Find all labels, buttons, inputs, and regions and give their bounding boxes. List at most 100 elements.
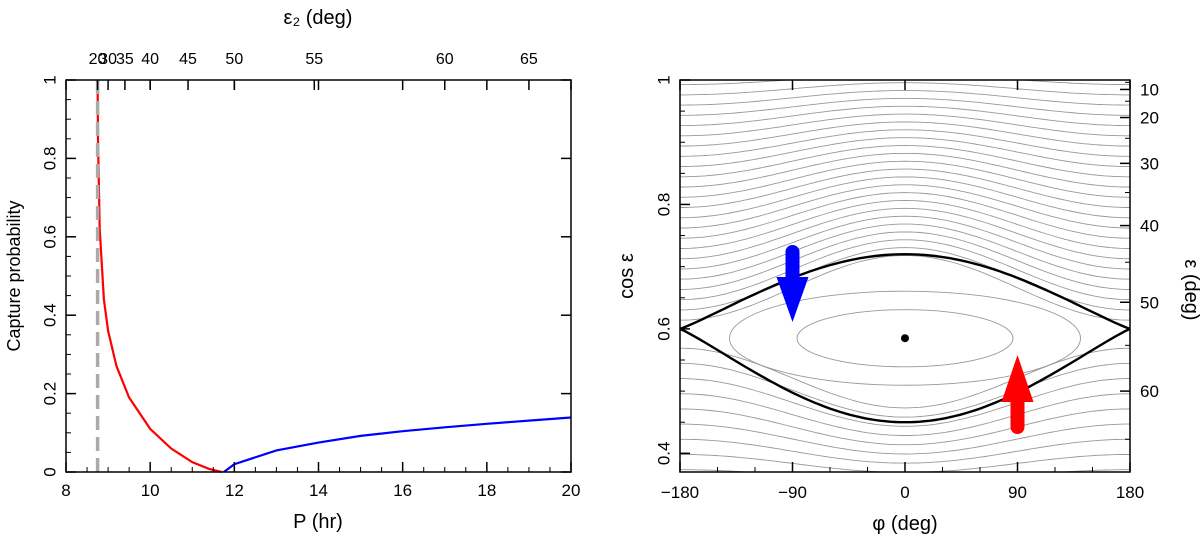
top-tick-label: 35	[116, 51, 134, 68]
eps-tick-label: 20	[1140, 109, 1159, 128]
flow-line	[680, 176, 1130, 219]
flow-line	[680, 192, 1130, 239]
center-point	[901, 334, 909, 343]
left-x-axis-label: P (hr)	[293, 511, 343, 533]
y-tick-label: 1	[655, 75, 674, 84]
right-x-ticks: −180 −90 0 90 180	[661, 80, 1144, 502]
arrow-up-head	[1001, 355, 1034, 402]
flow-line	[680, 223, 1130, 280]
flow-line	[680, 137, 1130, 168]
x-tick-label: 14	[309, 481, 328, 500]
left-plot-frame	[65, 79, 572, 473]
flow-line	[680, 184, 1130, 229]
y-tick-label: 1	[41, 75, 60, 84]
x-tick-label: 0	[900, 483, 909, 502]
eps-tick-label: 30	[1140, 154, 1159, 173]
top-tick-label: 20	[89, 51, 107, 68]
flow-line	[680, 247, 1130, 311]
flow-line	[680, 145, 1130, 178]
x-tick-label: 20	[562, 481, 581, 500]
flow-line	[680, 393, 1130, 436]
y-tick-label: 0.8	[41, 147, 60, 171]
right-eps-axis-label: ε (deg)	[1180, 259, 1200, 320]
flow-line	[680, 67, 1130, 74]
right-arrows	[776, 245, 1034, 434]
x-tick-label: −180	[661, 483, 699, 502]
right-contours	[680, 59, 1130, 472]
flow-line	[680, 152, 1130, 188]
y-tick-label: 0	[41, 467, 60, 476]
top-tick-label: 65	[520, 51, 538, 68]
y-tick-label: 0.4	[41, 303, 60, 327]
left-x-ticks: 8 10 12 14 16 18 20	[61, 80, 580, 500]
flow-line	[680, 90, 1130, 106]
right-y-axis-label: cos ε	[616, 253, 638, 299]
x-tick-label: −90	[778, 483, 807, 502]
top-tick-label: 40	[141, 51, 159, 68]
left-y-axis-label: Capture probability	[4, 200, 24, 351]
eps-tick-label: 10	[1140, 80, 1159, 99]
series-red	[96, 79, 222, 474]
right-eps-ticks: 10 20 30 40 50 60	[1120, 80, 1159, 440]
flow-line	[680, 113, 1130, 137]
top-tick-label: 45	[179, 51, 197, 68]
y-tick-label: 0.6	[655, 317, 674, 341]
left-top-axis-label: ε₂ (deg)	[284, 7, 353, 29]
libration-contour	[796, 309, 1014, 368]
top-tick-label: 30	[99, 51, 117, 68]
flow-line	[680, 80, 1130, 86]
right-x-axis-label: φ (deg)	[872, 513, 937, 535]
separatrix-lower	[680, 327, 1130, 424]
x-tick-label: 8	[61, 481, 70, 500]
flow-line	[680, 231, 1130, 290]
flow-line	[680, 129, 1130, 157]
flow-line	[680, 168, 1130, 208]
right-panel: −180 −90 0 90 180 0.4 0.6 0.8 1 10 20 30 40 50 60 φ …	[616, 59, 1200, 535]
flow-line	[680, 362, 1130, 418]
flow-line	[680, 454, 1130, 472]
top-tick-label: 50	[225, 51, 243, 68]
right-y-ticks: 0.4 0.6 0.8 1	[655, 75, 690, 466]
flow-line	[680, 255, 1130, 321]
x-tick-label: 180	[1116, 483, 1144, 502]
libration-contour	[729, 290, 1081, 386]
y-tick-label: 0.4	[655, 442, 674, 466]
flow-line	[680, 378, 1130, 427]
eps-tick-label: 40	[1140, 217, 1159, 236]
x-tick-label: 16	[393, 481, 412, 500]
y-tick-label: 0.2	[41, 382, 60, 406]
flow-line	[680, 160, 1130, 198]
series-blue	[223, 416, 572, 473]
flow-line	[680, 239, 1130, 301]
eps-tick-label: 60	[1140, 382, 1159, 401]
flow-line	[680, 408, 1130, 446]
flow-line	[680, 207, 1130, 260]
right-plot-frame	[679, 79, 1131, 473]
y-tick-label: 0.6	[41, 225, 60, 249]
right-separatrix	[680, 252, 1130, 424]
top-tick-label: 60	[436, 51, 454, 68]
flow-line	[680, 59, 1130, 64]
flow-line	[680, 105, 1130, 127]
flow-line	[680, 423, 1130, 455]
x-tick-label: 12	[225, 481, 244, 500]
left-curves	[95, 79, 572, 474]
left-y-ticks: 0 0.2 0.4 0.6 0.8 1	[41, 75, 571, 477]
flow-line	[680, 121, 1130, 147]
y-tick-label: 0.8	[655, 193, 674, 217]
eps-tick-label: 50	[1140, 293, 1159, 312]
flow-line	[680, 97, 1130, 116]
x-tick-label: 90	[1008, 483, 1027, 502]
flow-line	[680, 215, 1130, 270]
x-tick-label: 18	[477, 481, 496, 500]
separatrix-upper	[680, 252, 1130, 331]
arrow-down-head	[776, 277, 809, 322]
flow-line	[680, 200, 1130, 249]
flow-line	[680, 438, 1130, 464]
x-tick-label: 10	[141, 481, 160, 500]
top-tick-label: 55	[305, 51, 323, 68]
flow-line	[680, 347, 1130, 409]
